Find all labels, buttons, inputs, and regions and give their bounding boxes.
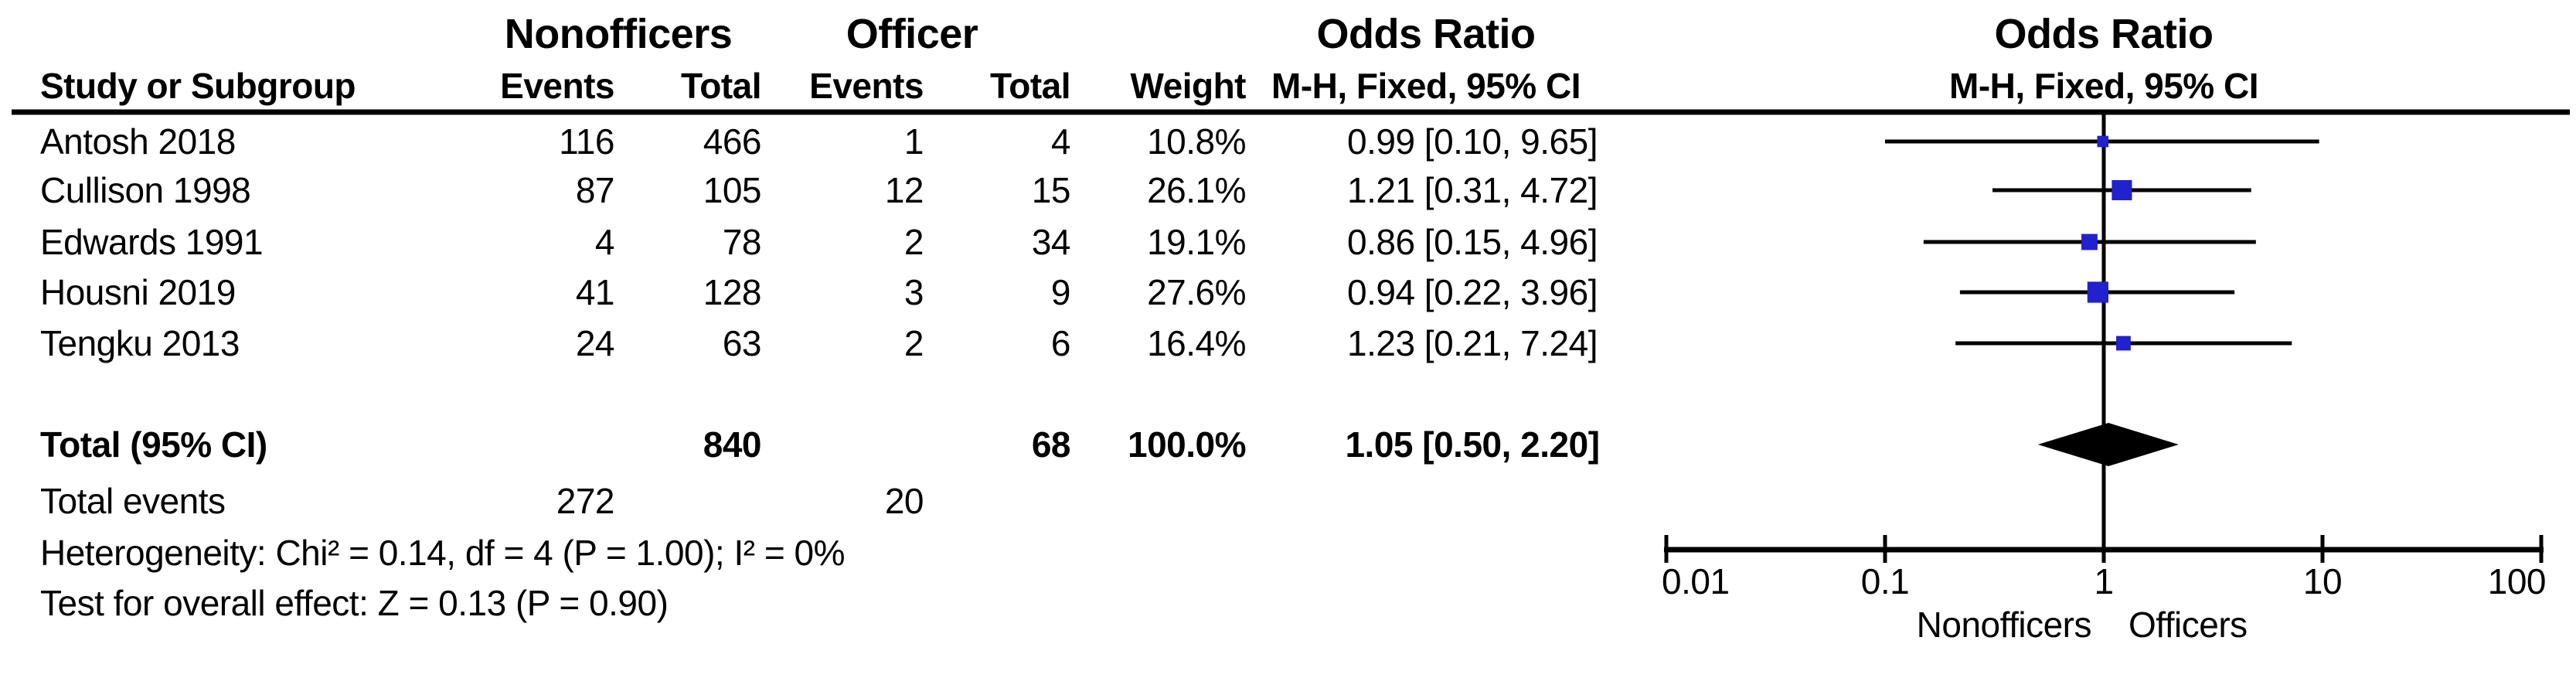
total-events-officer: 20 <box>884 481 924 521</box>
study-label: Antosh 2018 <box>40 121 236 162</box>
table-row: Cullison 1998 87 105 12 15 26.1% 1.21 [0… <box>0 172 2576 208</box>
or-marker-antosh-2018 <box>2097 135 2109 148</box>
favours-right-label: Officers <box>2129 605 2248 645</box>
total-weight: 100.0% <box>1127 424 1247 465</box>
column-header-total-nonofficers: Total <box>681 66 761 106</box>
overall-effect-text: Test for overall effect: Z = 0.13 (P = 0… <box>40 583 669 623</box>
total-events-nonofficers: 272 <box>556 481 615 521</box>
events-officer: 12 <box>884 170 924 210</box>
total-row: Total (95% CI) 840 68 100.0% 1.05 [0.50,… <box>0 427 2576 462</box>
weight-value: 27.6% <box>1147 272 1246 312</box>
events-officer: 2 <box>903 323 924 363</box>
or-marker-tengku-2013 <box>2116 336 2131 351</box>
total-events-row: Total events 272 20 <box>0 483 2576 519</box>
study-label: Housni 2019 <box>40 272 236 312</box>
total-label: Total (95% CI) <box>40 424 267 465</box>
plot-header-or-ci: M-H, Fixed, 95% CI <box>1949 66 2258 106</box>
or-ci-value: 1.23 [0.21, 7.24] <box>1347 323 1598 363</box>
plot-header: Odds Ratio <box>1994 11 2214 57</box>
axis-tick-label-0.1: 0.1 <box>1861 561 1909 601</box>
column-header-or-ci: M-H, Fixed, 95% CI <box>1271 66 1581 106</box>
header-row-columns: Study or Subgroup Events Total Events To… <box>0 68 2576 104</box>
total-officer: 15 <box>1031 170 1071 210</box>
total-diamond <box>2037 423 2179 466</box>
heterogeneity-text: Heterogeneity: Chi² = 0.14, df = 4 (P = … <box>40 533 845 573</box>
grand-total-officer: 68 <box>1031 424 1071 465</box>
total-nonofficers: 63 <box>722 323 762 363</box>
events-nonofficers: 4 <box>594 222 615 262</box>
total-or-ci: 1.05 [0.50, 2.20] <box>1345 424 1600 465</box>
total-nonofficers: 105 <box>703 170 762 210</box>
column-header-events-nonofficers: Events <box>500 66 614 106</box>
or-ci-value: 0.94 [0.22, 3.96] <box>1347 272 1598 312</box>
events-nonofficers: 24 <box>575 323 615 363</box>
total-officer: 4 <box>1050 121 1071 162</box>
events-officer: 1 <box>903 121 924 162</box>
weight-value: 16.4% <box>1147 323 1246 363</box>
events-officer: 3 <box>903 272 924 312</box>
events-nonofficers: 87 <box>575 170 615 210</box>
grand-total-nonofficers: 840 <box>703 424 762 465</box>
events-officer: 2 <box>903 222 924 262</box>
or-ci-value: 0.86 [0.15, 4.96] <box>1347 222 1598 262</box>
axis-tick-label-1: 1 <box>2094 561 2113 601</box>
events-nonofficers: 41 <box>575 272 615 312</box>
group2-header: Officer <box>846 11 978 57</box>
favours-left-label: Nonofficers <box>1917 605 2091 645</box>
or-ci-value: 1.21 [0.31, 4.72] <box>1347 170 1598 210</box>
or-marker-cullison-1998 <box>2112 179 2132 201</box>
total-officer: 34 <box>1031 222 1071 262</box>
weight-value: 19.1% <box>1147 222 1246 262</box>
table-row: Tengku 2013 24 63 2 6 16.4% 1.23 [0.21, … <box>0 325 2576 361</box>
group1-header: Nonofficers <box>504 11 733 57</box>
or-marker-housni-2019 <box>2087 281 2108 303</box>
events-nonofficers: 116 <box>559 121 614 162</box>
header-row-groups: Nonofficers Officer Odds Ratio Odds Rati… <box>0 13 2576 55</box>
weight-value: 10.8% <box>1147 121 1246 162</box>
total-officer: 9 <box>1050 272 1071 312</box>
total-nonofficers: 128 <box>703 272 762 312</box>
or-ci-value: 0.99 [0.10, 9.65] <box>1347 121 1598 162</box>
table-row: Antosh 2018 116 466 1 4 10.8% 0.99 [0.10… <box>0 124 2576 159</box>
weight-value: 26.1% <box>1147 170 1246 210</box>
axis-tick-label-100: 100 <box>2488 561 2546 601</box>
study-label: Cullison 1998 <box>40 170 251 210</box>
column-header-total-officer: Total <box>990 66 1070 106</box>
total-nonofficers: 78 <box>722 222 762 262</box>
column-header-study: Study or Subgroup <box>40 66 356 106</box>
total-officer: 6 <box>1050 323 1071 363</box>
study-label: Edwards 1991 <box>40 222 264 262</box>
or-column-header: Odds Ratio <box>1316 11 1536 57</box>
column-header-weight: Weight <box>1130 66 1247 106</box>
table-row: Edwards 1991 4 78 2 34 19.1% 0.86 [0.15,… <box>0 224 2576 260</box>
table-row: Housni 2019 41 128 3 9 27.6% 0.94 [0.22,… <box>0 274 2576 310</box>
axis-tick-label-0.01: 0.01 <box>1662 561 1730 601</box>
total-nonofficers: 466 <box>703 121 762 162</box>
or-marker-edwards-1991 <box>2081 233 2098 250</box>
axis-tick-label-10: 10 <box>2303 561 2342 601</box>
total-events-label: Total events <box>40 481 226 521</box>
study-label: Tengku 2013 <box>40 323 240 363</box>
column-header-events-officer: Events <box>809 66 924 106</box>
